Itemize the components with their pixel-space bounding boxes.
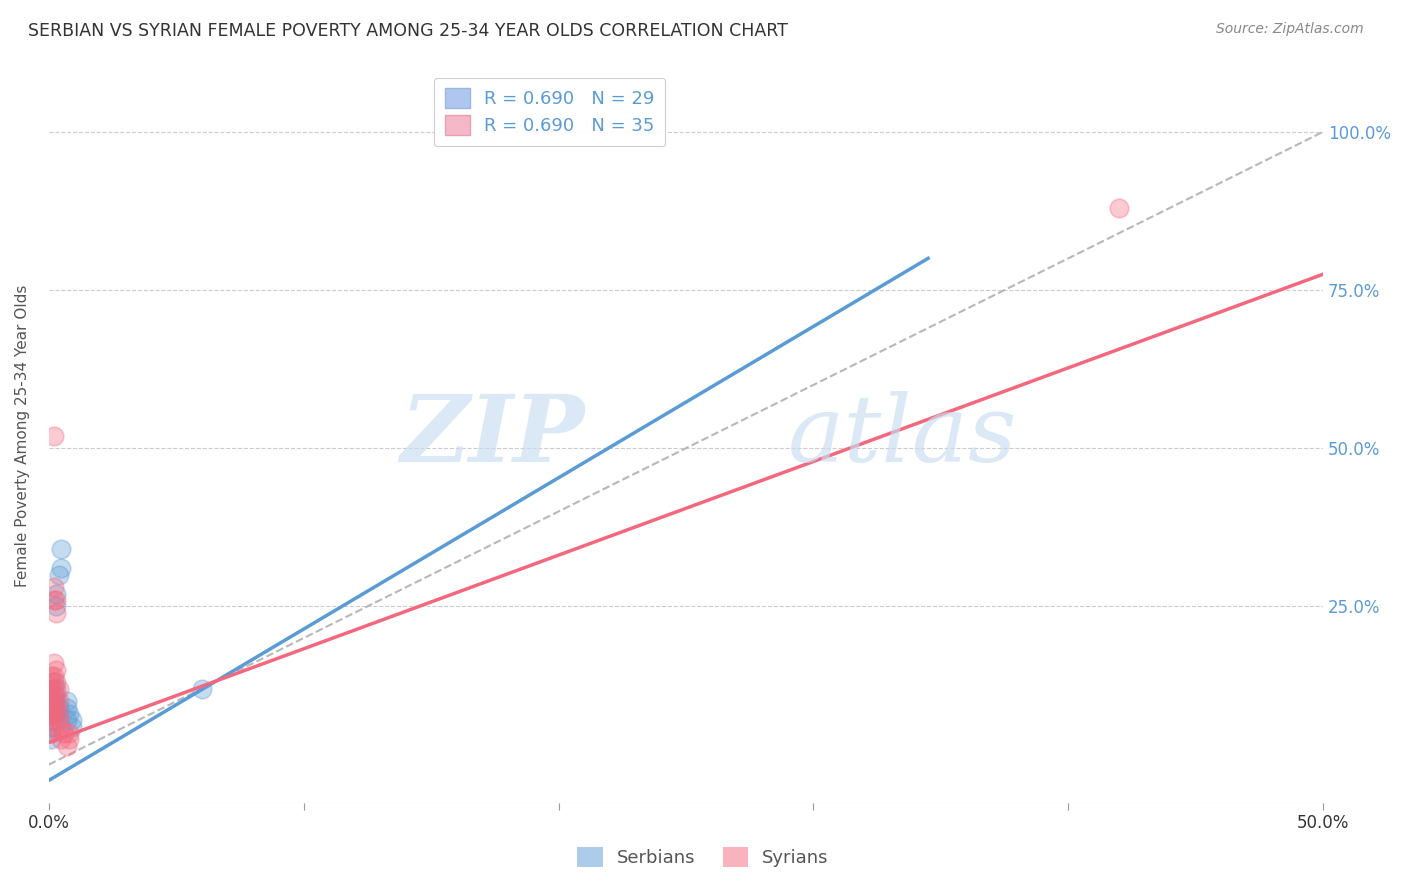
Point: [39, 720, 62, 734]
Point: [39, 726, 62, 740]
Point: [42, 657, 65, 671]
Point: [39, 688, 62, 702]
Point: [1108, 201, 1130, 215]
Point: [42, 700, 65, 714]
Point: [39, 681, 62, 696]
Point: [45, 599, 67, 614]
Point: [48, 567, 70, 582]
Point: [39, 681, 62, 696]
Point: [51, 720, 73, 734]
Point: [45, 587, 67, 601]
Point: [45, 688, 67, 702]
Point: [42, 694, 65, 708]
Legend: Serbians, Syrians: Serbians, Syrians: [569, 839, 837, 874]
Point: [45, 606, 67, 620]
Point: [39, 706, 62, 721]
Text: atlas: atlas: [787, 391, 1018, 481]
Point: [42, 714, 65, 728]
Point: [39, 700, 62, 714]
Point: [58, 732, 80, 747]
Point: [42, 681, 65, 696]
Legend: R = 0.690   N = 29, R = 0.690   N = 35: R = 0.690 N = 29, R = 0.690 N = 35: [433, 78, 665, 146]
Point: [39, 706, 62, 721]
Point: [48, 700, 70, 714]
Point: [51, 732, 73, 747]
Text: ZIP: ZIP: [399, 391, 583, 481]
Point: [58, 726, 80, 740]
Point: [42, 706, 65, 721]
Point: [60, 714, 83, 728]
Point: [42, 694, 65, 708]
Point: [42, 428, 65, 442]
Point: [60, 720, 83, 734]
Point: [55, 739, 77, 753]
Point: [39, 732, 62, 747]
Point: [42, 688, 65, 702]
Point: [39, 688, 62, 702]
Point: [190, 681, 212, 696]
Point: [45, 663, 67, 677]
Point: [51, 561, 73, 575]
Point: [58, 706, 80, 721]
Point: [45, 675, 67, 690]
Point: [45, 681, 67, 696]
Point: [39, 726, 62, 740]
Point: [51, 542, 73, 557]
Point: [42, 675, 65, 690]
Point: [39, 714, 62, 728]
Point: [53, 726, 76, 740]
Point: [55, 694, 77, 708]
Point: [45, 694, 67, 708]
Point: [42, 720, 65, 734]
Y-axis label: Female Poverty Among 25-34 Year Olds: Female Poverty Among 25-34 Year Olds: [15, 285, 30, 587]
Point: [48, 681, 70, 696]
Point: [45, 706, 67, 721]
Point: [39, 669, 62, 683]
Point: [48, 706, 70, 721]
Point: [39, 694, 62, 708]
Point: [42, 669, 65, 683]
Point: [39, 700, 62, 714]
Point: [39, 694, 62, 708]
Point: [48, 714, 70, 728]
Point: [55, 714, 77, 728]
Text: SERBIAN VS SYRIAN FEMALE POVERTY AMONG 25-34 YEAR OLDS CORRELATION CHART: SERBIAN VS SYRIAN FEMALE POVERTY AMONG 2…: [28, 22, 787, 40]
Text: Source: ZipAtlas.com: Source: ZipAtlas.com: [1216, 22, 1364, 37]
Point: [45, 700, 67, 714]
Point: [45, 593, 67, 607]
Point: [42, 581, 65, 595]
Point: [55, 700, 77, 714]
Point: [42, 593, 65, 607]
Point: [48, 694, 70, 708]
Point: [39, 675, 62, 690]
